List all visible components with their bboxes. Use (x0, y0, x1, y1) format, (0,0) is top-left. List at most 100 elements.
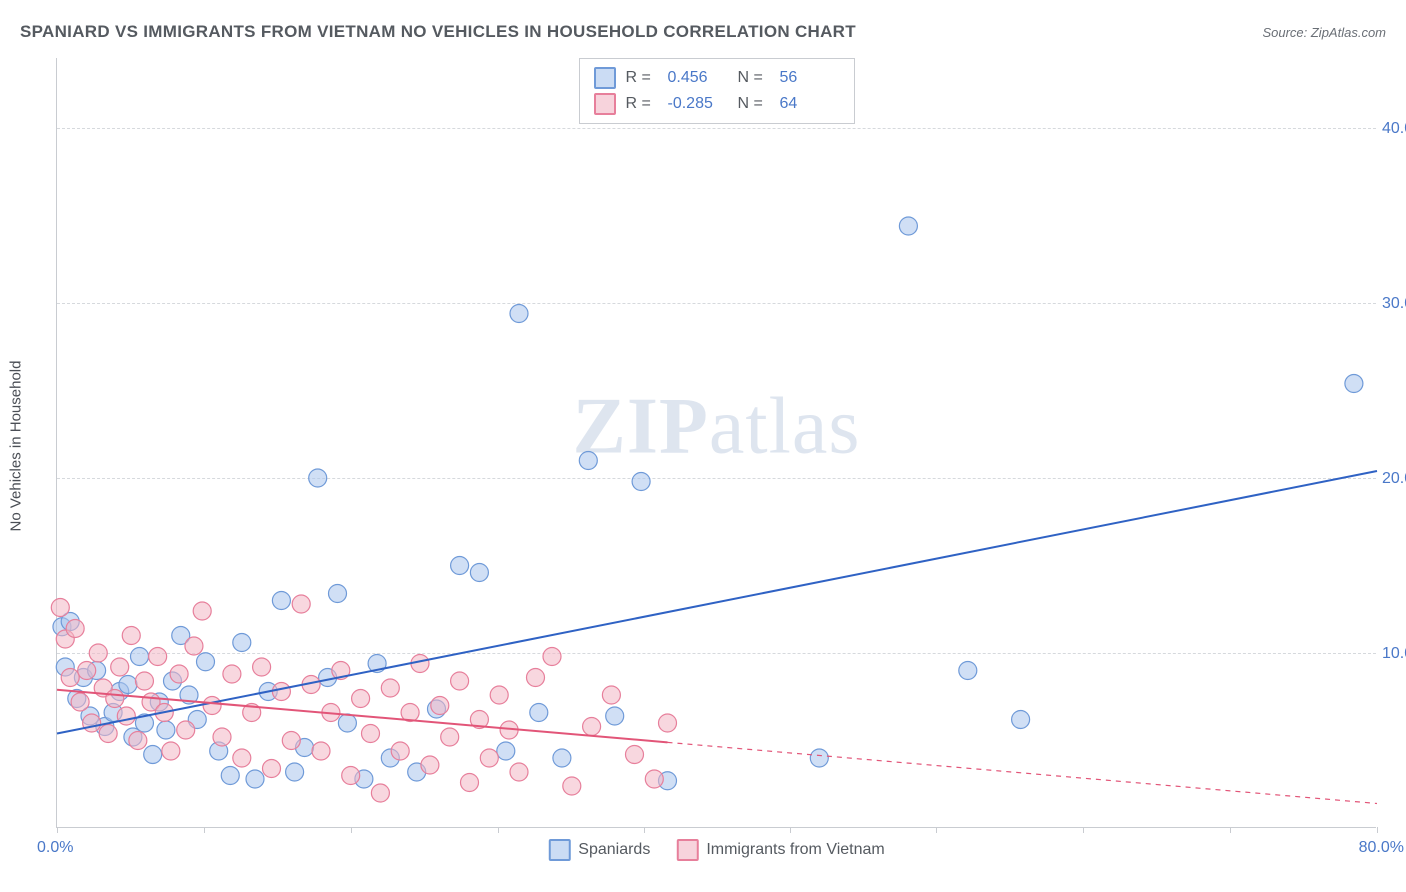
data-point (391, 742, 409, 760)
data-point (510, 305, 528, 323)
n-label: N = (738, 69, 770, 87)
data-point (563, 777, 581, 795)
legend-stats-row: R =-0.285N =64 (594, 91, 840, 117)
data-point (451, 557, 469, 575)
x-tick (1377, 827, 1378, 833)
data-point (645, 770, 663, 788)
data-point (203, 697, 221, 715)
data-point (470, 564, 488, 582)
data-point (342, 767, 360, 785)
x-tick (204, 827, 205, 833)
legend-stats: R =0.456N =56R =-0.285N =64 (579, 58, 855, 124)
y-tick-label: 30.0% (1382, 295, 1406, 313)
data-point (246, 770, 264, 788)
chart-title: SPANIARD VS IMMIGRANTS FROM VIETNAM NO V… (20, 22, 856, 42)
data-point (157, 721, 175, 739)
data-point (441, 728, 459, 746)
data-point (144, 746, 162, 764)
data-point (71, 693, 89, 711)
legend-swatch (594, 93, 616, 115)
data-point (510, 763, 528, 781)
data-point (119, 676, 137, 694)
data-point (106, 690, 124, 708)
x-min-label: 0.0% (37, 839, 73, 857)
title-bar: SPANIARD VS IMMIGRANTS FROM VIETNAM NO V… (20, 22, 1386, 42)
legend-series-label: Spaniards (578, 841, 650, 859)
data-point (490, 686, 508, 704)
x-tick (790, 827, 791, 833)
data-point (338, 714, 356, 732)
legend-swatch (548, 839, 570, 861)
data-point (959, 662, 977, 680)
data-point (272, 592, 290, 610)
legend-series-label: Immigrants from Vietnam (706, 841, 884, 859)
n-value: 64 (780, 95, 840, 113)
data-point (329, 585, 347, 603)
data-point (1012, 711, 1030, 729)
x-tick (644, 827, 645, 833)
data-point (129, 732, 147, 750)
data-point (233, 749, 251, 767)
data-point (223, 665, 241, 683)
data-point (117, 707, 135, 725)
legend-series-item: Spaniards (548, 839, 650, 861)
data-point (221, 767, 239, 785)
y-tick-label: 20.0% (1382, 470, 1406, 488)
data-point (253, 658, 271, 676)
data-point (122, 627, 140, 645)
data-point (497, 742, 515, 760)
chart-source: Source: ZipAtlas.com (1262, 25, 1386, 40)
x-max-label: 80.0% (1359, 839, 1404, 857)
data-point (263, 760, 281, 778)
data-point (451, 672, 469, 690)
data-point (193, 602, 211, 620)
data-point (309, 469, 327, 487)
data-point (606, 707, 624, 725)
x-tick (1083, 827, 1084, 833)
x-tick (1230, 827, 1231, 833)
data-point (352, 690, 370, 708)
data-point (480, 749, 498, 767)
data-point (431, 697, 449, 715)
data-point (78, 662, 96, 680)
data-point (632, 473, 650, 491)
legend-swatch (594, 67, 616, 89)
trend-line-extrapolated (668, 742, 1378, 803)
data-point (810, 749, 828, 767)
data-point (233, 634, 251, 652)
data-point (461, 774, 479, 792)
legend-stats-row: R =0.456N =56 (594, 65, 840, 91)
legend-swatch (676, 839, 698, 861)
data-point (185, 637, 203, 655)
data-point (282, 732, 300, 750)
data-point (530, 704, 548, 722)
data-point (83, 714, 101, 732)
scatter-plot (57, 58, 1376, 827)
y-tick-label: 40.0% (1382, 120, 1406, 138)
data-point (626, 746, 644, 764)
data-point (170, 665, 188, 683)
data-point (197, 653, 215, 671)
data-point (579, 452, 597, 470)
y-axis-label: No Vehicles in Household (8, 361, 25, 532)
n-label: N = (738, 95, 770, 113)
data-point (553, 749, 571, 767)
data-point (899, 217, 917, 235)
data-point (602, 686, 620, 704)
data-point (61, 669, 79, 687)
data-point (135, 672, 153, 690)
r-value: 0.456 (668, 69, 728, 87)
r-value: -0.285 (668, 95, 728, 113)
data-point (286, 763, 304, 781)
data-point (111, 658, 129, 676)
x-tick (57, 827, 58, 833)
n-value: 56 (780, 69, 840, 87)
y-tick-label: 10.0% (1382, 645, 1406, 663)
data-point (421, 756, 439, 774)
x-tick (351, 827, 352, 833)
data-point (66, 620, 84, 638)
legend-series-item: Immigrants from Vietnam (676, 839, 884, 861)
data-point (131, 648, 149, 666)
data-point (99, 725, 117, 743)
data-point (149, 648, 167, 666)
